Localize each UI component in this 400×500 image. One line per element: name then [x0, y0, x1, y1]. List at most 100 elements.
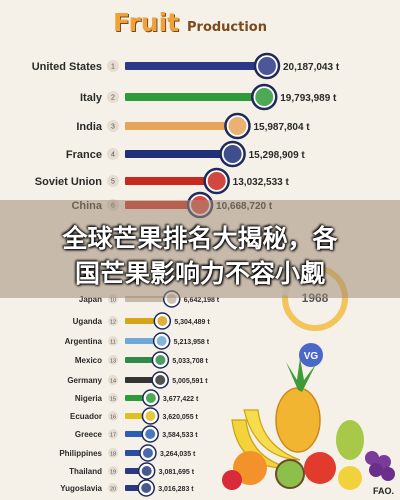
rank-badge — [107, 148, 119, 160]
fruit-illustration — [222, 358, 395, 490]
bar — [125, 122, 238, 130]
country-label: Germany — [67, 376, 102, 385]
flag-fill — [155, 375, 166, 385]
value-label: 15,298,909 t — [249, 150, 306, 161]
country-label: Philippines — [59, 449, 102, 458]
rank-badge — [107, 91, 119, 103]
rank-number: 15 — [110, 397, 116, 403]
chart-row: India 3 15,987,804 t — [76, 112, 310, 140]
country-label: India — [76, 121, 103, 133]
pineapple-leaves-icon — [286, 358, 316, 392]
rank-badge — [108, 466, 118, 476]
vg-logo-text: VG — [304, 351, 319, 362]
rank-number: 1 — [111, 64, 115, 71]
rank-number: 16 — [110, 415, 116, 421]
rank-number: 17 — [110, 433, 116, 439]
rank-number: 14 — [110, 379, 116, 385]
rank-badge — [108, 336, 118, 346]
flag-fill — [141, 483, 152, 493]
rank-number: 3 — [111, 124, 115, 131]
rank-number: 19 — [110, 470, 116, 476]
pineapple-icon — [275, 387, 321, 453]
chart-row: Nigeria 15 3,677,422 t — [75, 389, 199, 407]
flag-fill — [145, 411, 156, 421]
lemon-icon — [338, 466, 362, 490]
source-credit: FAO. — [372, 486, 394, 496]
chart-row: Thailand 19 3,081,695 t — [69, 462, 195, 480]
chart-title-main: Fruit — [113, 8, 180, 37]
country-label: Mexico — [75, 356, 102, 365]
bar — [125, 318, 163, 324]
rank-badge — [107, 120, 119, 132]
value-label: 3,081,695 t — [159, 469, 195, 476]
chart-row: France 4 15,298,909 t — [66, 140, 306, 168]
flag-fill — [142, 448, 153, 458]
value-label: 19,793,989 t — [280, 93, 337, 104]
vg-logo-badge: VG — [299, 343, 323, 367]
country-label: Nigeria — [75, 394, 103, 403]
flag-fill — [207, 172, 226, 190]
country-label: Ecuador — [70, 412, 102, 421]
chart-row: Germany 14 5,005,591 t — [67, 371, 208, 389]
chart-row: Greece 17 3,584,533 t — [75, 425, 198, 443]
chart-row: United States 1 20,187,043 t — [32, 52, 340, 80]
value-label: 5,304,489 t — [174, 319, 210, 326]
rank-badge — [108, 411, 118, 421]
value-label: 13,032,533 t — [233, 177, 290, 188]
flag-fill — [255, 88, 274, 106]
chart-row: Yugoslavia 20 3,016,283 t — [60, 479, 194, 497]
kiwi-icon — [275, 459, 305, 489]
value-label: 3,620,055 t — [162, 414, 198, 421]
chart-row: Italy 2 19,793,989 t — [80, 83, 337, 111]
overlay-headline-line2: 国芒果影响力不容小觑 — [74, 259, 325, 288]
rank-number: 13 — [110, 359, 116, 365]
bar — [125, 377, 161, 383]
rank-badge — [108, 375, 118, 385]
strawberry-icon — [222, 470, 242, 490]
country-label: Japan — [79, 295, 102, 304]
flag-fill — [157, 316, 168, 326]
flag-fill — [223, 145, 242, 163]
banana-icon-2 — [243, 409, 301, 461]
overlay-headline-line1: 全球芒果排名大揭秘，各 — [62, 224, 338, 253]
country-label: Yugoslavia — [60, 484, 102, 493]
rank-badge — [108, 393, 118, 403]
chart-row: Argentina 11 5,213,958 t — [65, 332, 210, 350]
rank-badge — [108, 316, 118, 326]
value-label: 3,584,533 t — [162, 432, 198, 439]
flag-fill — [155, 355, 166, 365]
bar — [125, 93, 265, 101]
flag-fill — [145, 393, 156, 403]
chart-row: Ecuador 16 3,620,055 t — [70, 407, 199, 425]
value-label: 5,033,708 t — [172, 358, 208, 365]
chart-row: Soviet Union 5 13,032,533 t — [35, 167, 290, 195]
bars-layer: United States 1 20,187,043 t Italy 2 19,793,9… — [32, 52, 340, 497]
bar — [125, 150, 233, 158]
orange-icon — [233, 451, 267, 485]
chart-title-sub: Production — [187, 20, 267, 35]
rank-badge — [108, 483, 118, 493]
country-label: Thailand — [69, 467, 102, 476]
grape-icon — [365, 451, 395, 481]
rank-number: 4 — [111, 152, 115, 159]
value-label: 3,677,422 t — [163, 396, 199, 403]
country-label: Soviet Union — [35, 176, 103, 188]
overlay-banner — [0, 200, 400, 298]
chart-row: Philippines 18 3,264,035 t — [59, 444, 196, 462]
country-label: Italy — [80, 92, 103, 104]
country-label: Uganda — [73, 317, 103, 326]
flag-fill — [141, 466, 152, 476]
flag-fill — [228, 117, 247, 135]
pear-icon — [336, 420, 364, 460]
rank-badge — [108, 448, 118, 458]
value-label: 6,642,198 t — [184, 297, 220, 304]
country-label: Greece — [75, 430, 103, 439]
value-label: 3,016,283 t — [158, 486, 194, 493]
apple-icon — [304, 452, 336, 484]
bar — [125, 357, 161, 363]
flag-fill — [156, 336, 167, 346]
value-label: 3,264,035 t — [160, 451, 196, 458]
flag-fill — [258, 57, 276, 75]
country-label: Argentina — [65, 337, 103, 346]
